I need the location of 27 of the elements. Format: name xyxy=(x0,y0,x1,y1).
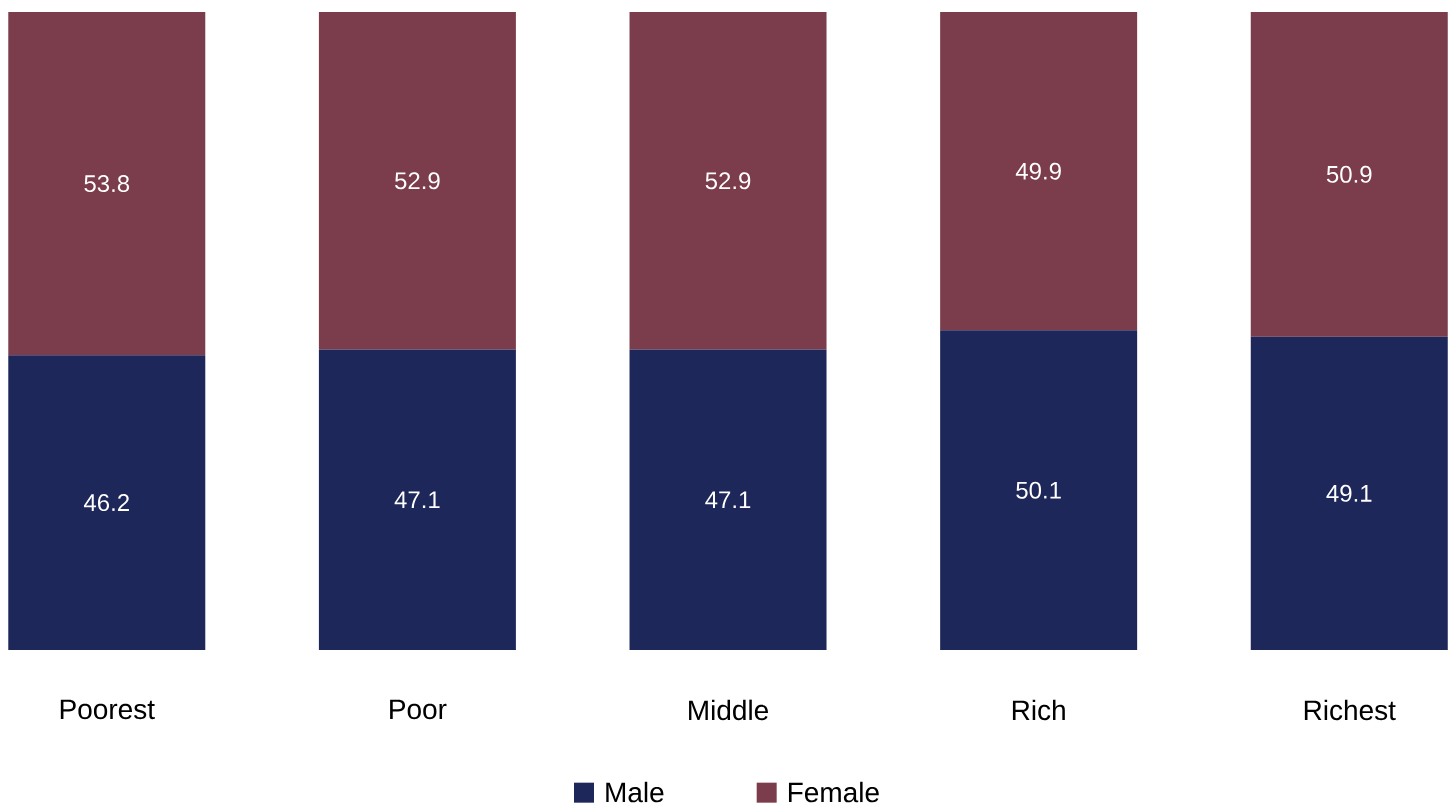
legend-label: Female xyxy=(788,781,879,803)
x-tick-label: Poorest xyxy=(60,699,155,720)
bar xyxy=(1250,336,1448,651)
data-label: 52.9 xyxy=(395,172,440,190)
bar xyxy=(940,330,1138,651)
bar xyxy=(318,12,516,350)
data-label: 50.9 xyxy=(1326,166,1372,184)
x-tick-label: Middle xyxy=(689,699,768,721)
x-tick-label: Richest xyxy=(1304,699,1396,721)
bar xyxy=(318,349,516,651)
bar xyxy=(1250,12,1448,337)
bar xyxy=(629,12,827,350)
data-label: 49.9 xyxy=(1015,162,1061,180)
bar xyxy=(940,12,1138,331)
data-label: 47.1 xyxy=(394,491,440,509)
x-tick-label: Poor xyxy=(390,699,447,720)
data-label: 52.9 xyxy=(705,172,751,190)
x-tick-label: Rich xyxy=(1012,699,1065,721)
data-label: 47.1 xyxy=(705,491,751,509)
data-label: 46.2 xyxy=(83,494,129,512)
legend-label: Male xyxy=(606,781,664,803)
data-label: 53.8 xyxy=(84,175,130,193)
bar xyxy=(8,355,206,651)
bar xyxy=(629,349,827,651)
bar xyxy=(8,12,206,356)
data-label: 50.1 xyxy=(1016,481,1061,499)
data-label: 49.1 xyxy=(1326,485,1372,503)
